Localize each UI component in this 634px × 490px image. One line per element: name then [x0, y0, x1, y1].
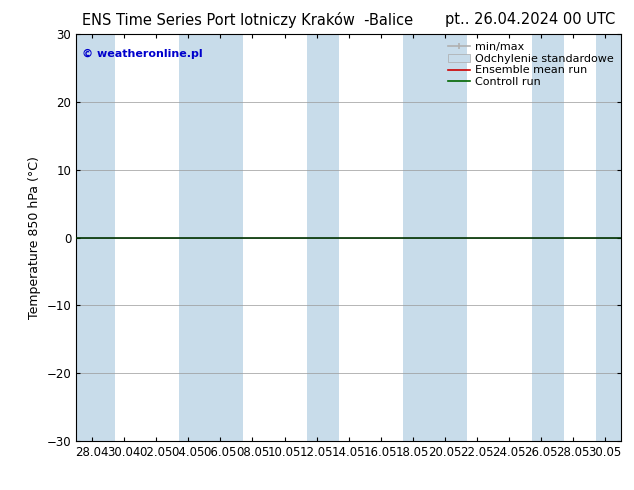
- Bar: [179, 34, 243, 441]
- Y-axis label: Temperature 850 hPa (°C): Temperature 850 hPa (°C): [28, 156, 41, 319]
- Text: ENS Time Series Port lotniczy Kraków  -Balice: ENS Time Series Port lotniczy Kraków -Ba…: [82, 12, 413, 28]
- Text: © weatheronline.pl: © weatheronline.pl: [82, 49, 202, 59]
- Bar: [307, 34, 339, 441]
- Bar: [76, 34, 115, 441]
- Bar: [403, 34, 467, 441]
- Legend: min/max, Odchylenie standardowe, Ensemble mean run, Controll run: min/max, Odchylenie standardowe, Ensembl…: [446, 40, 616, 89]
- Bar: [531, 34, 564, 441]
- Text: pt.. 26.04.2024 00 UTC: pt.. 26.04.2024 00 UTC: [444, 12, 615, 27]
- Bar: [596, 34, 621, 441]
